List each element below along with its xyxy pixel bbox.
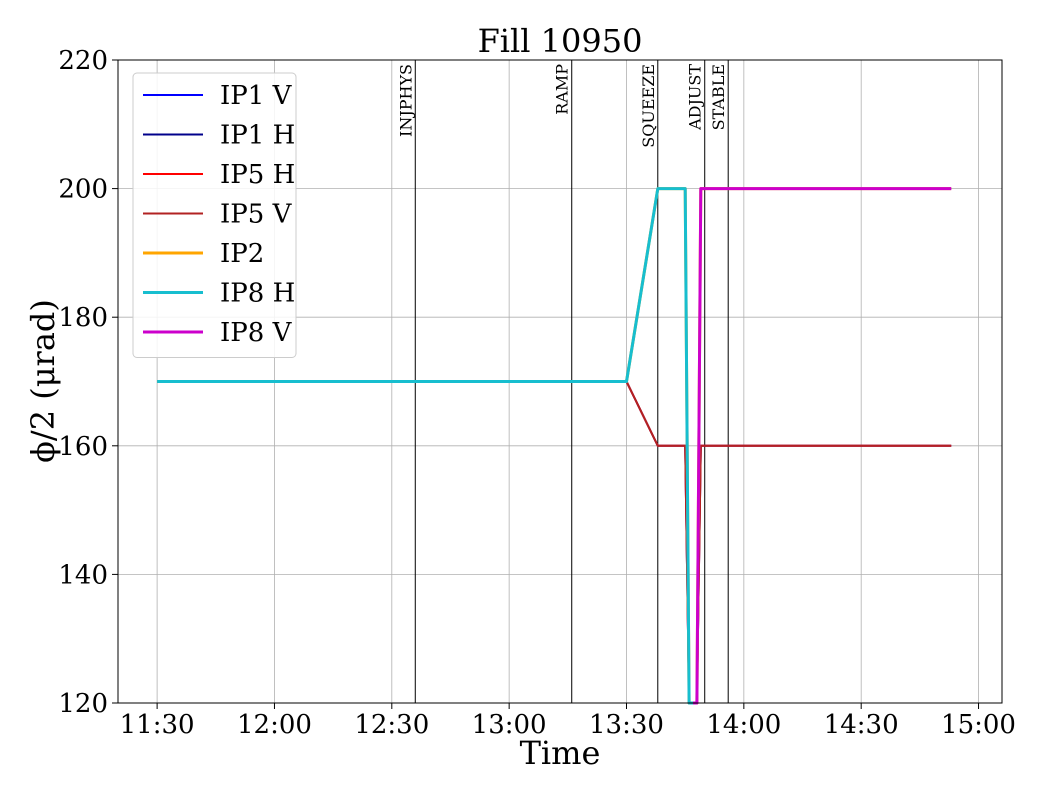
x-ticks: 11:30 12:00 12:30 13:00 13:30 14:00 14:30 15:00 (120, 703, 1016, 740)
legend-label: IP8 H (220, 279, 295, 309)
legend-label: IP1 H (220, 121, 295, 151)
mode-label: RAMP (553, 64, 572, 115)
mode-label: SQUEEZE (639, 64, 658, 148)
y-tick-label: 160 (58, 432, 108, 462)
series-line (157, 380, 952, 704)
x-tick-label: 12:30 (354, 710, 429, 740)
legend-label: IP8 V (220, 318, 293, 348)
mode-label: STABLE (709, 64, 728, 130)
y-tick-label: 140 (58, 560, 108, 590)
legend-label: IP5 V (220, 200, 293, 230)
y-tick-label: 200 (58, 175, 108, 205)
x-tick-label: 14:00 (706, 710, 781, 740)
legend: IP1 V IP1 H IP5 H IP5 V IP2 IP8 H IP8 V (132, 72, 297, 358)
legend-label: IP1 V (220, 81, 293, 111)
y-tick-label: 180 (58, 303, 108, 333)
plot-frame (117, 59, 1003, 704)
series-line (157, 380, 952, 704)
y-axis-label: ϕ/2 (μrad) (24, 299, 62, 463)
legend-label: IP5 H (220, 160, 295, 190)
legend-box (132, 72, 297, 358)
x-tick-label: 12:00 (237, 710, 312, 740)
series-line (157, 380, 952, 704)
x-tick-label: 11:30 (120, 710, 195, 740)
x-tick-label: 15:00 (941, 710, 1016, 740)
chart-title: Fill 10950 (478, 22, 643, 60)
y-tick-label: 120 (58, 689, 108, 719)
y-tick-label: 220 (58, 46, 108, 76)
mode-lines: INJPHYS RAMP SQUEEZE ADJUST STABLE (396, 60, 729, 703)
legend-label: IP2 (220, 239, 264, 269)
x-tick-label: 14:30 (824, 710, 899, 740)
x-tick-label: 13:30 (589, 710, 664, 740)
x-tick-label: 13:00 (472, 710, 547, 740)
mode-label: ADJUST (686, 64, 705, 131)
x-axis-label: Time (520, 734, 601, 772)
mode-label: INJPHYS (396, 64, 415, 137)
y-ticks: 120 140 160 180 200 220 (58, 46, 118, 719)
